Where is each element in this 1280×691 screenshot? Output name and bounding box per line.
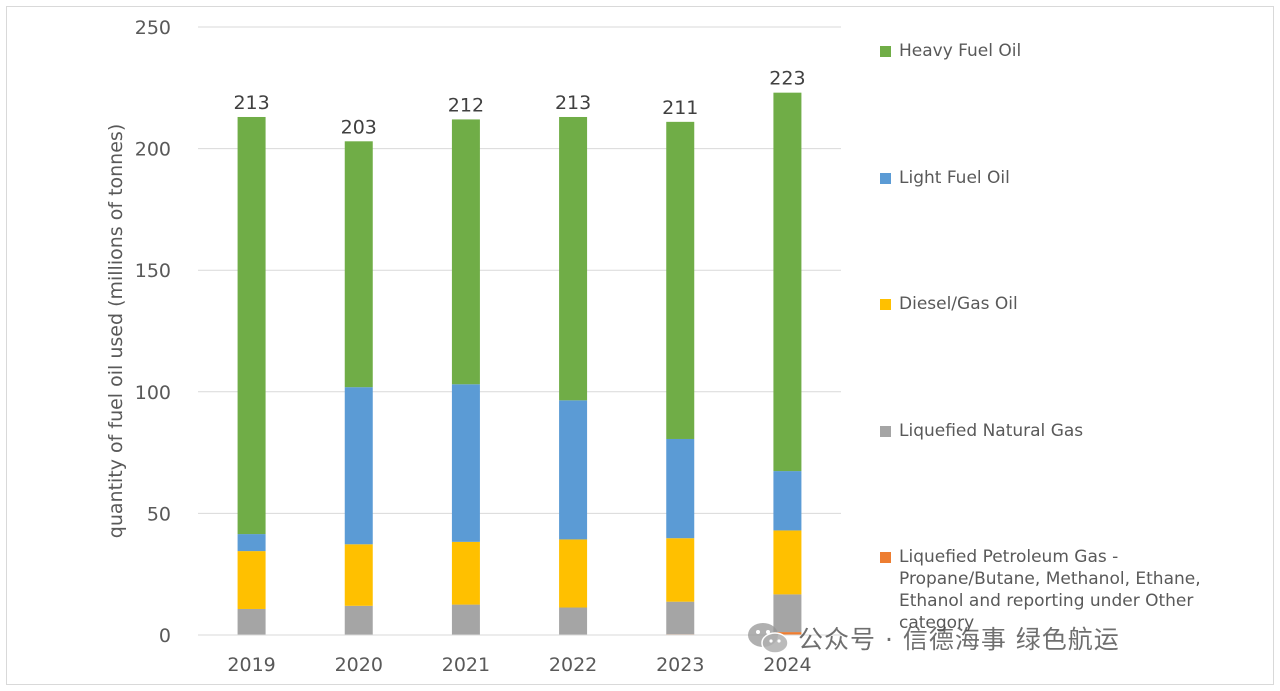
x-tick-label: 2021 (442, 654, 490, 676)
x-tick-label: 2020 (335, 654, 383, 676)
bar-segment (773, 632, 802, 635)
bar-segment (237, 534, 266, 552)
bar-segment (666, 121, 695, 439)
bar-segment (237, 116, 266, 535)
bar-segment (559, 607, 588, 635)
legend-swatch (880, 299, 891, 310)
y-tick-label: 200 (135, 139, 171, 161)
legend-swatch (880, 173, 891, 184)
legend-label: Diesel/Gas Oil (899, 294, 1018, 314)
legend-item-heavy-fuel-oil: Heavy Fuel Oil (880, 40, 1239, 62)
bar-segment (451, 604, 480, 635)
legend-label: Liquefied Petroleum Gas - Propane/Butane… (899, 547, 1201, 633)
bar-total-label: 203 (341, 116, 377, 138)
watermark: 公众号 · 信德海事 绿色航运 (746, 618, 1120, 658)
bar-segment (559, 539, 588, 608)
bar-total-label: 213 (555, 92, 591, 114)
bar-segment (559, 400, 588, 540)
legend-label: Heavy Fuel Oil (899, 41, 1022, 61)
chart-frame (6, 6, 1274, 685)
x-tick-label: 2023 (656, 654, 704, 676)
bar-segment (666, 538, 695, 602)
gridlines (198, 26, 841, 636)
bar-segment (344, 605, 373, 635)
bar-total-label: 223 (769, 68, 805, 90)
axis-text: 0 50 100 150 200 250 quantity of fuel oil used… (105, 17, 841, 676)
bar-segment (344, 544, 373, 606)
wechat-icon (748, 623, 789, 654)
x-tick-label: 2024 (763, 654, 811, 676)
legend: Heavy Fuel Oil Light Fuel Oil Diesel/Gas… (880, 0, 1260, 691)
bar-segment (773, 471, 802, 531)
watermark-text: 公众号 · 信德海事 绿色航运 (798, 625, 1120, 654)
bar-segment (344, 387, 373, 545)
legend-swatch (880, 46, 891, 57)
bar-segment (451, 119, 480, 385)
y-tick-label: 250 (135, 17, 171, 39)
y-tick-label: 50 (147, 503, 171, 525)
bar-segment (559, 116, 588, 401)
legend-label: Light Fuel Oil (899, 168, 1010, 188)
legend-item-diesel-gas-oil: Diesel/Gas Oil (880, 293, 1239, 315)
x-tick-label: 2019 (227, 654, 275, 676)
legend-item-light-fuel-oil: Light Fuel Oil (880, 167, 1239, 189)
bar-segment (451, 384, 480, 542)
bar-segment (773, 92, 802, 472)
legend-label: Liquefied Natural Gas (899, 421, 1084, 441)
y-tick-label: 150 (135, 260, 171, 282)
bar-segment (344, 141, 373, 388)
bar-total-label: 213 (233, 92, 269, 114)
x-tick-label: 2022 (549, 654, 597, 676)
bars (237, 92, 802, 635)
bar-segment (237, 608, 266, 635)
bar-segment (773, 530, 802, 595)
legend-item-liquefied-natural-gas: Liquefied Natural Gas (880, 420, 1239, 442)
bar-segment (666, 438, 695, 539)
legend-swatch (880, 426, 891, 437)
bar-segment (237, 551, 266, 609)
bar-total-label: 211 (662, 97, 698, 119)
bar-segment (773, 594, 802, 633)
bar-total-label: 212 (448, 94, 484, 116)
legend-item-liquefied-petroleum-gas: Liquefied Petroleum Gas - Propane/Butane… (880, 546, 1239, 634)
legend-swatch (880, 552, 891, 563)
bar-segment (666, 601, 695, 635)
bar-segment (451, 541, 480, 605)
y-axis-label: quantity of fuel oil used (millions of t… (105, 124, 127, 538)
y-tick-label: 0 (159, 625, 171, 647)
y-tick-label: 100 (135, 382, 171, 404)
